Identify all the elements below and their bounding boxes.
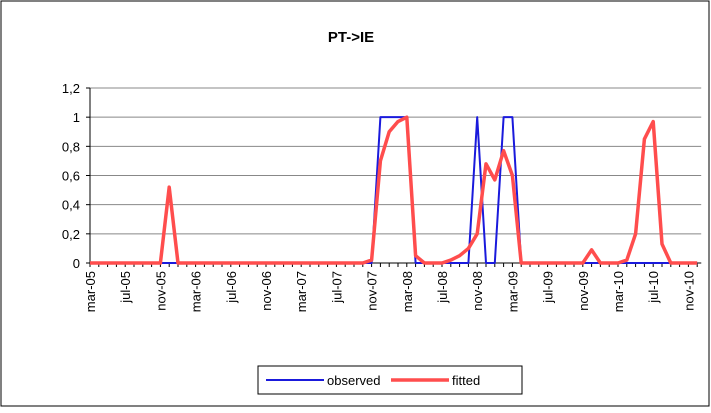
x-tick-label: mar-06 xyxy=(189,271,204,312)
series-line xyxy=(90,115,698,265)
chart-title: PT->IE xyxy=(328,29,374,46)
x-tick-label: mar-09 xyxy=(505,271,520,312)
x-tick-label: nov-07 xyxy=(365,271,380,311)
y-tick-label: 0 xyxy=(73,256,80,271)
x-tick-label: mar-08 xyxy=(400,271,415,312)
x-tick-label: nov-08 xyxy=(470,271,485,311)
y-tick-label: 1 xyxy=(73,110,80,125)
x-tick-label: nov-09 xyxy=(576,271,591,311)
y-tick-label: 0,8 xyxy=(62,139,80,154)
y-tick-label: 0,2 xyxy=(62,227,80,242)
x-tick-label: mar-10 xyxy=(611,271,626,312)
x-tick-label: mar-07 xyxy=(294,271,309,312)
legend-box xyxy=(257,365,523,395)
x-tick-label: nov-06 xyxy=(259,271,274,311)
y-tick-label: 1,2 xyxy=(62,81,80,96)
y-tick-label: 0,6 xyxy=(62,169,80,184)
y-tick-label: 0,4 xyxy=(62,198,80,213)
x-tick-label: jul-07 xyxy=(329,271,344,304)
x-tick-label: jul-06 xyxy=(224,271,239,304)
x-tick-label: nov-10 xyxy=(681,271,696,311)
x-tick-label: jul-09 xyxy=(541,271,556,304)
x-tick-label: jul-08 xyxy=(435,271,450,304)
legend-label: observed xyxy=(327,373,380,388)
x-tick-label: jul-05 xyxy=(118,271,133,304)
x-tick-label: mar-05 xyxy=(83,271,98,312)
legend-label: fitted xyxy=(452,373,480,388)
x-tick-label: nov-05 xyxy=(153,271,168,311)
x-tick-label: jul-10 xyxy=(646,271,661,304)
